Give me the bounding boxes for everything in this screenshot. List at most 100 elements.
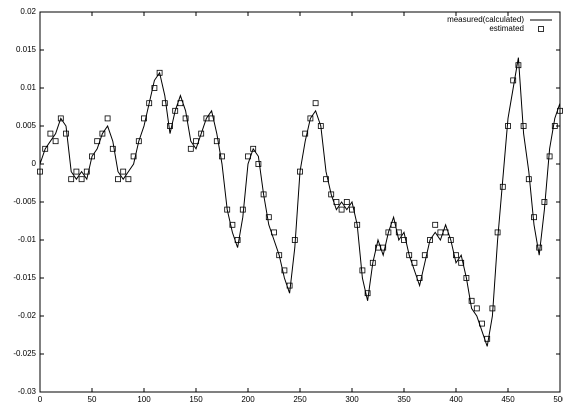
data-point [104, 115, 111, 122]
data-point [187, 145, 194, 152]
data-point [52, 138, 59, 145]
x-tick-label: 0 [38, 395, 43, 403]
data-point [167, 123, 173, 129]
data-point [42, 145, 49, 152]
data-point [245, 153, 251, 160]
data-point [302, 130, 309, 137]
data-point [286, 282, 293, 289]
data-point [390, 221, 397, 228]
data-point [219, 153, 225, 160]
data-point [333, 199, 340, 205]
x-tick-label: 50 [88, 395, 97, 403]
data-line [39, 57, 561, 347]
data-point [307, 115, 314, 122]
data-point [499, 183, 506, 190]
data-point [536, 244, 543, 251]
legend-label: estimated [489, 24, 524, 33]
data-point [338, 206, 345, 213]
data-point [68, 176, 75, 183]
data-point [260, 191, 267, 198]
data-point [416, 275, 423, 281]
data-point [291, 237, 298, 243]
data-point [172, 107, 179, 114]
data-point [208, 115, 215, 122]
data-point [406, 252, 413, 259]
y-tick-label: 0 [32, 159, 37, 168]
data-point [354, 221, 361, 228]
data-point [541, 199, 548, 205]
data-point [135, 138, 142, 145]
data-point [63, 130, 69, 137]
data-point [198, 130, 205, 137]
data-point [546, 153, 553, 160]
data-point [234, 237, 241, 243]
data-point [489, 305, 496, 312]
x-tick-label: 400 [449, 395, 463, 403]
x-tick-label: 100 [137, 395, 151, 403]
data-point [146, 100, 153, 107]
x-tick-label: 300 [345, 395, 359, 403]
x-tick-label: 200 [241, 395, 255, 403]
data-point [458, 259, 465, 266]
data-point [250, 145, 257, 152]
data-point [427, 237, 433, 243]
data-point [520, 123, 527, 129]
data-point [359, 267, 366, 274]
y-tick-label: 0.02 [20, 7, 36, 16]
data-point [323, 176, 329, 183]
legend-swatch [538, 26, 544, 32]
data-point [531, 214, 537, 221]
data-point [73, 168, 80, 175]
data-point [385, 229, 392, 236]
data-point [432, 221, 439, 228]
data-point [380, 244, 387, 251]
data-point [276, 252, 283, 259]
data-point [151, 85, 158, 91]
data-point [239, 206, 246, 213]
data-point [442, 229, 449, 236]
data-point [411, 259, 418, 266]
data-point [89, 153, 95, 160]
data-point [255, 161, 262, 167]
x-tick-label: 450 [501, 395, 515, 403]
legend-label: measured(calculated) [447, 15, 524, 24]
data-point [78, 176, 85, 183]
data-point [130, 153, 137, 160]
data-point [182, 115, 189, 122]
y-tick-label: -0.025 [13, 349, 36, 358]
data-point [109, 145, 116, 152]
data-point [479, 320, 485, 327]
y-tick-label: -0.02 [18, 311, 37, 320]
data-point [57, 115, 64, 122]
data-point [37, 168, 43, 175]
x-tick-label: 500 [553, 395, 563, 403]
data-point [99, 130, 106, 137]
data-point [349, 206, 355, 213]
data-point [401, 237, 407, 243]
y-tick-label: 0.015 [16, 45, 37, 54]
data-point [369, 259, 376, 266]
data-point [510, 77, 517, 84]
data-point [312, 100, 319, 107]
y-tick-label: 0.005 [16, 121, 37, 130]
data-point [494, 229, 501, 236]
data-point [364, 290, 371, 297]
data-point [193, 138, 199, 145]
data-point [281, 267, 288, 274]
x-tick-label: 350 [397, 395, 411, 403]
data-point [473, 305, 480, 312]
data-point [328, 191, 335, 198]
x-tick-label: 150 [189, 395, 203, 403]
data-point [229, 221, 236, 228]
data-point [83, 168, 90, 175]
data-point [525, 176, 532, 183]
data-point [156, 69, 163, 76]
x-tick-label: 250 [293, 395, 307, 403]
y-tick-label: -0.01 [18, 235, 37, 244]
data-point [125, 176, 132, 183]
data-point [395, 229, 402, 236]
data-point [47, 130, 54, 137]
y-tick-label: -0.015 [13, 273, 36, 282]
y-tick-label: -0.03 [18, 387, 37, 396]
data-point [421, 252, 428, 259]
